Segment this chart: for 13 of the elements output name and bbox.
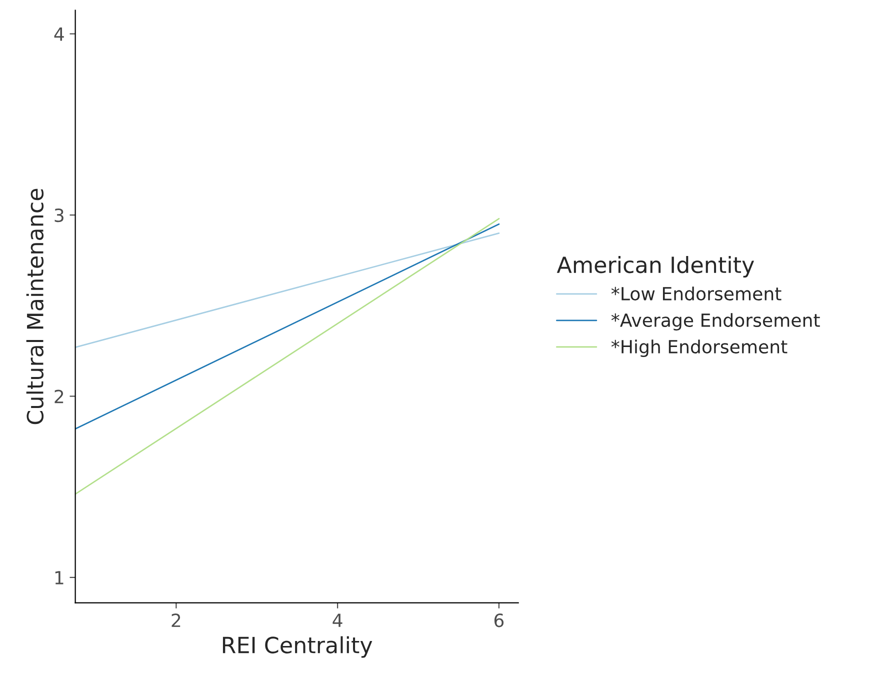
y-tick-label: 3 bbox=[54, 208, 64, 222]
legend-label: *High Endorsement bbox=[611, 340, 788, 358]
x-axis-title: REI Centrality bbox=[222, 636, 372, 658]
x-tick-label: 2 bbox=[172, 614, 180, 627]
legend-label: *Low Endorsement bbox=[611, 286, 782, 301]
y-axis-title: Cultural Maintenance bbox=[26, 188, 44, 424]
x-tick-label: 6 bbox=[494, 614, 504, 628]
y-tick-label: 2 bbox=[54, 390, 64, 404]
x-tick-label: 4 bbox=[332, 614, 342, 627]
y-tick-label: 1 bbox=[55, 571, 64, 584]
legend-label: *Average Endorsement bbox=[611, 313, 820, 331]
y-tick-label: 4 bbox=[54, 28, 64, 41]
legend-title: American Identity bbox=[556, 256, 754, 278]
